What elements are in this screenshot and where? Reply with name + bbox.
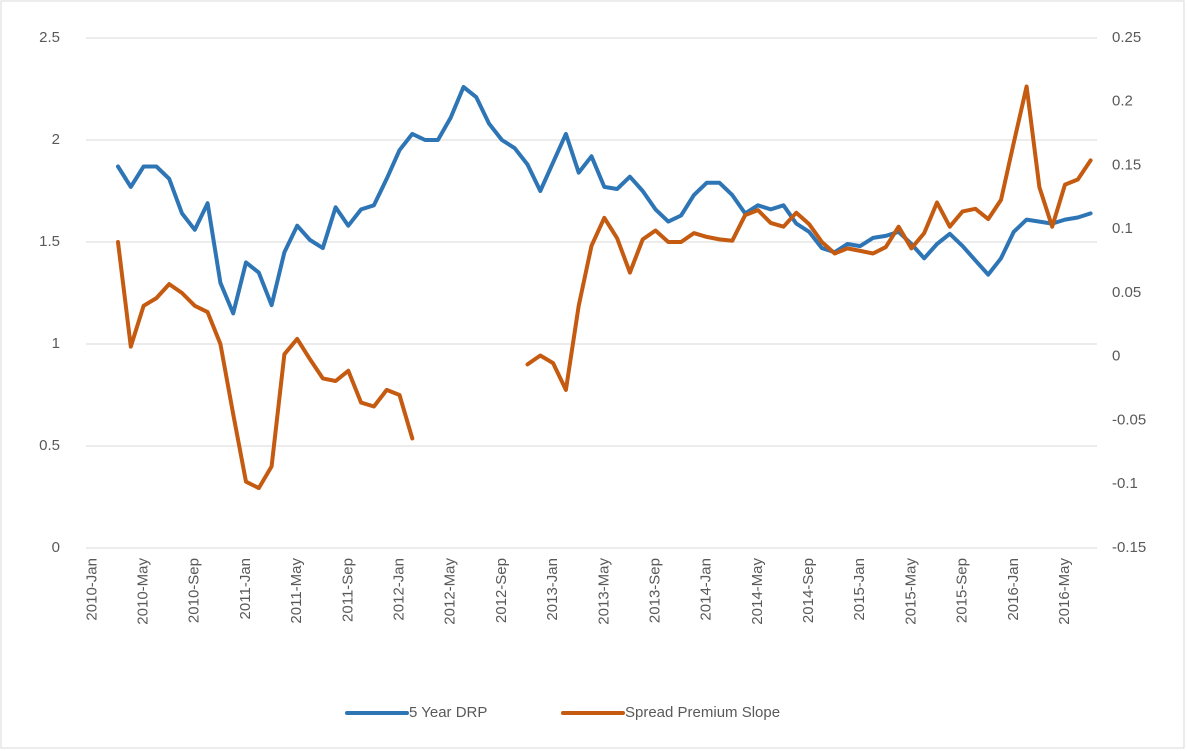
x-tick-label: 2015-Sep bbox=[954, 558, 971, 623]
legend-label: 5 Year DRP bbox=[409, 704, 487, 721]
x-tick-label: 2010-Sep bbox=[186, 558, 203, 623]
y-tick-label: 2 bbox=[52, 131, 60, 148]
y2-tick-label: 0.15 bbox=[1112, 156, 1141, 173]
x-tick-label: 2014-Sep bbox=[800, 558, 817, 623]
legend-label: Spread Premium Slope bbox=[625, 704, 780, 721]
x-tick-label: 2011-Sep bbox=[339, 558, 356, 622]
y-tick-label: 0.5 bbox=[39, 437, 60, 454]
x-tick-label: 2015-May bbox=[902, 558, 919, 625]
x-tick-label: 2013-May bbox=[595, 558, 612, 625]
x-tick-label: 2013-Sep bbox=[646, 558, 663, 623]
x-tick-label: 2015-Jan bbox=[851, 558, 868, 621]
series-line bbox=[116, 85, 1093, 316]
x-tick-label: 2011-May bbox=[288, 558, 305, 624]
x-tick-label: 2014-May bbox=[749, 558, 766, 625]
x-tick-label: 2013-Jan bbox=[544, 558, 561, 621]
y2-tick-label: -0.1 bbox=[1112, 475, 1138, 492]
y2-tick-label: 0.1 bbox=[1112, 220, 1133, 237]
x-tick-label: 2014-Jan bbox=[698, 558, 715, 621]
y2-tick-label: 0.2 bbox=[1112, 93, 1133, 110]
x-tick-label: 2010-Jan bbox=[83, 558, 100, 621]
x-tick-label: 2012-May bbox=[442, 558, 459, 625]
x-tick-label: 2016-May bbox=[1056, 558, 1073, 625]
y2-tick-label: -0.15 bbox=[1112, 539, 1146, 556]
x-tick-label: 2012-Sep bbox=[493, 558, 510, 623]
y-tick-label: 2.5 bbox=[39, 29, 60, 46]
x-tick-label: 2011-Jan bbox=[237, 558, 254, 619]
y2-tick-label: -0.05 bbox=[1112, 411, 1146, 428]
y-tick-label: 1 bbox=[52, 335, 60, 352]
y2-tick-label: 0.05 bbox=[1112, 284, 1141, 301]
x-tick-label: 2012-Jan bbox=[391, 558, 408, 621]
x-tick-label: 2016-Jan bbox=[1005, 558, 1022, 621]
y2-tick-label: 0.25 bbox=[1112, 29, 1141, 46]
y-tick-label: 1.5 bbox=[39, 233, 60, 250]
series-line bbox=[116, 84, 1093, 491]
y2-tick-label: 0 bbox=[1112, 348, 1120, 365]
x-tick-label: 2010-May bbox=[135, 558, 152, 625]
y-tick-label: 0 bbox=[52, 539, 60, 556]
